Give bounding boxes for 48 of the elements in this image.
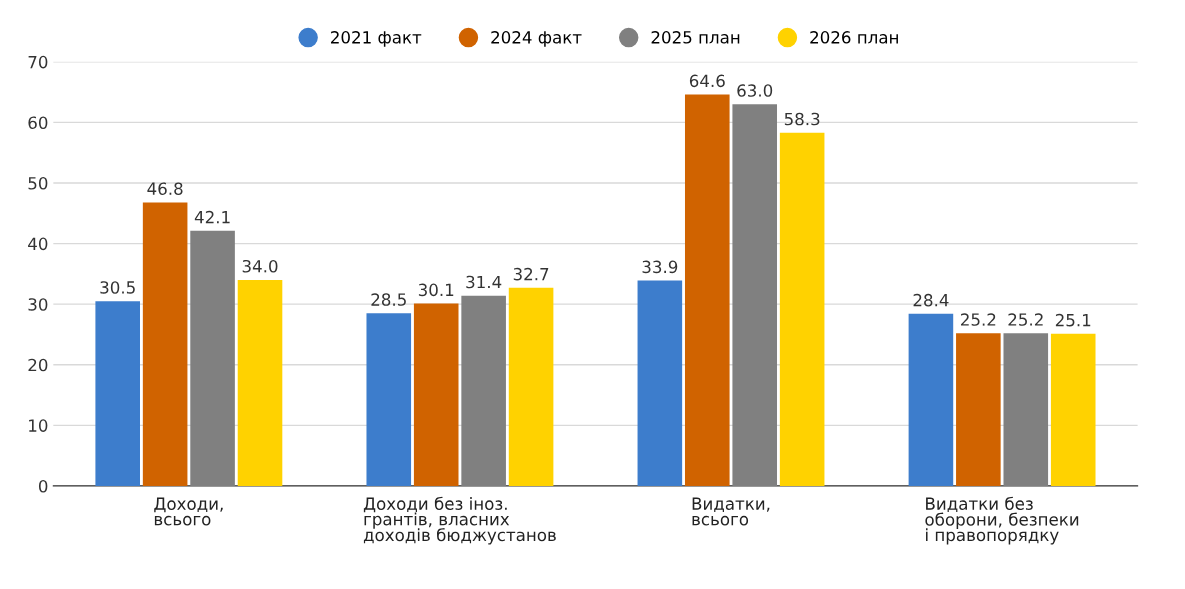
bar: [732, 104, 778, 486]
x-tick-label: Доходи, всього: [154, 497, 223, 526]
x-tick-label: Видатки, всього: [692, 497, 770, 526]
bar: [637, 280, 683, 486]
data-label: 30.1: [418, 283, 454, 297]
bar: [956, 333, 1001, 486]
data-label: 63.0: [737, 84, 773, 97]
y-tick-label: 50: [28, 176, 48, 190]
bar: [95, 301, 140, 486]
x-tick-label: Доходи без іноз. грантів, власних доходів бюджустанов: [363, 496, 556, 545]
legend-label: 2024 факт: [491, 31, 582, 47]
bar: [461, 295, 506, 486]
y-tick-label: 40: [28, 237, 48, 251]
data-label: 34.0: [242, 259, 278, 273]
data-label: 28.4: [913, 293, 949, 307]
bar: [190, 230, 235, 486]
data-label: 25.1: [1055, 313, 1091, 327]
data-label: 58.3: [784, 112, 820, 126]
data-label: 28.5: [371, 293, 406, 306]
bar: [1050, 333, 1096, 486]
bar: [366, 313, 412, 486]
data-label: 32.7: [513, 267, 549, 281]
y-tick-label: 20: [28, 358, 48, 372]
data-label: 25.2: [961, 313, 996, 326]
data-label: 46.8: [147, 182, 183, 195]
data-label: 30.5: [100, 281, 135, 294]
data-label: 33.9: [642, 260, 678, 274]
y-tick-label: 30: [28, 298, 48, 311]
bar: [684, 94, 730, 486]
bar: [1003, 333, 1049, 486]
bar: [237, 279, 283, 486]
y-tick-label: 70: [28, 55, 48, 69]
y-tick-label: 10: [29, 419, 48, 432]
data-label: 25.2: [1008, 313, 1043, 326]
y-tick-label: 60: [28, 116, 48, 129]
bar: [413, 303, 459, 486]
bar: [779, 132, 825, 486]
x-tick-label: Видатки без оборони, безпеки і правопорядку: [925, 496, 1079, 545]
legend-label: 2025 план: [651, 31, 740, 44]
bar: [908, 313, 954, 486]
legend-label: 2026 план: [810, 31, 898, 44]
legend-label: 2021 факт: [331, 31, 422, 47]
bar: [142, 202, 188, 486]
bar: [508, 287, 554, 486]
data-label: 64.6: [689, 74, 725, 88]
y-tick-label: 0: [38, 479, 48, 493]
data-label: 42.1: [194, 210, 230, 224]
data-label: 31.4: [466, 275, 502, 289]
